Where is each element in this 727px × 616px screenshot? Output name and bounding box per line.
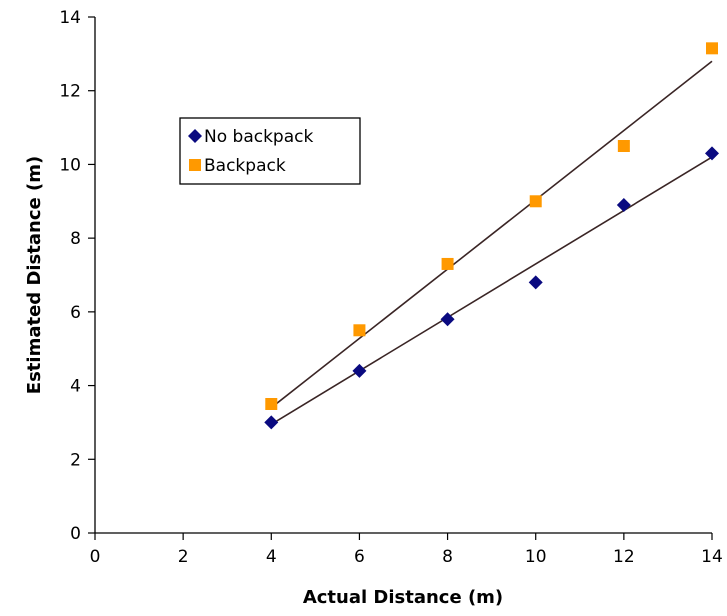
data-point-no-backpack bbox=[440, 312, 455, 327]
data-point-no-backpack bbox=[616, 197, 631, 212]
x-axis-title: Actual Distance (m) bbox=[303, 587, 503, 608]
data-point-backpack bbox=[353, 324, 366, 337]
data-point-no-backpack bbox=[528, 275, 543, 290]
data-point-backpack bbox=[706, 42, 718, 55]
x-tick-label: 6 bbox=[354, 547, 365, 567]
data-point-backpack bbox=[617, 140, 630, 152]
trendline bbox=[270, 60, 713, 409]
legend-label: No backpack bbox=[204, 127, 313, 147]
trendlines bbox=[270, 60, 713, 425]
y-tick-label: 6 bbox=[70, 303, 81, 323]
data-point-backpack bbox=[529, 195, 542, 208]
axes: 0 2 4 6 8 10 12 14 0 2 4 6 8 10 12 14 bbox=[59, 8, 722, 567]
y-tick-label: 12 bbox=[59, 82, 81, 102]
y-tick-label: 14 bbox=[59, 8, 81, 28]
x-tick-label: 2 bbox=[178, 547, 189, 567]
y-axis-title: Estimated Distance (m) bbox=[24, 156, 45, 394]
legend-swatch bbox=[189, 159, 201, 171]
y-tick-label: 0 bbox=[70, 524, 81, 544]
legend: No backpack Backpack bbox=[179, 117, 361, 185]
data-point-no-backpack bbox=[352, 363, 367, 378]
x-tick-label: 14 bbox=[701, 547, 723, 567]
data-points bbox=[264, 42, 719, 430]
x-tick-label: 4 bbox=[266, 547, 277, 567]
trendline bbox=[270, 156, 713, 425]
y-tick-label: 8 bbox=[70, 229, 81, 249]
legend-label: Backpack bbox=[204, 156, 286, 176]
data-point-backpack bbox=[265, 398, 278, 410]
data-point-no-backpack bbox=[705, 146, 719, 161]
y-tick-label: 4 bbox=[70, 377, 81, 397]
x-tick-label: 0 bbox=[90, 547, 101, 567]
y-tick-label: 2 bbox=[70, 450, 81, 470]
legend-box bbox=[179, 117, 361, 185]
y-tick-label: 10 bbox=[59, 155, 81, 175]
x-tick-label: 8 bbox=[442, 547, 453, 567]
x-tick-label: 12 bbox=[613, 547, 635, 567]
legend-swatch bbox=[188, 129, 202, 143]
x-tick-label: 10 bbox=[525, 547, 547, 567]
data-point-backpack bbox=[441, 257, 454, 270]
data-point-no-backpack bbox=[264, 415, 279, 430]
